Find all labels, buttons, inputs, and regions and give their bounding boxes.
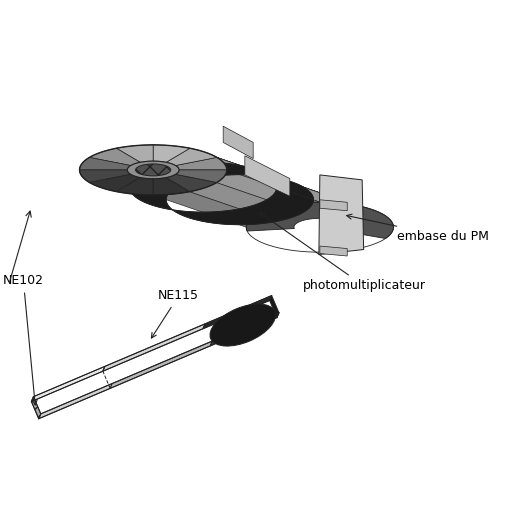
Text: embase du PM: embase du PM bbox=[346, 214, 489, 243]
Polygon shape bbox=[217, 157, 393, 227]
Polygon shape bbox=[80, 157, 131, 170]
Polygon shape bbox=[130, 162, 313, 225]
Polygon shape bbox=[117, 145, 320, 206]
Polygon shape bbox=[89, 174, 140, 192]
Polygon shape bbox=[153, 177, 190, 195]
Polygon shape bbox=[190, 148, 384, 215]
Polygon shape bbox=[110, 341, 212, 389]
Polygon shape bbox=[270, 296, 279, 318]
Polygon shape bbox=[320, 246, 347, 256]
Polygon shape bbox=[80, 157, 256, 227]
Polygon shape bbox=[223, 126, 253, 159]
Polygon shape bbox=[31, 397, 41, 419]
Ellipse shape bbox=[127, 161, 179, 179]
Polygon shape bbox=[31, 366, 105, 401]
Polygon shape bbox=[39, 383, 112, 419]
Polygon shape bbox=[176, 157, 227, 170]
Text: NE115: NE115 bbox=[151, 289, 199, 338]
Ellipse shape bbox=[135, 164, 171, 176]
Polygon shape bbox=[245, 156, 290, 196]
Polygon shape bbox=[117, 145, 153, 162]
Polygon shape bbox=[246, 202, 393, 238]
Polygon shape bbox=[117, 177, 153, 195]
Polygon shape bbox=[166, 148, 217, 166]
Text: photomultiplicateur: photomultiplicateur bbox=[260, 213, 426, 292]
Polygon shape bbox=[320, 200, 347, 211]
Polygon shape bbox=[153, 145, 190, 162]
Polygon shape bbox=[319, 175, 364, 254]
Polygon shape bbox=[153, 145, 357, 206]
Polygon shape bbox=[80, 170, 131, 182]
Polygon shape bbox=[89, 148, 140, 166]
Polygon shape bbox=[203, 296, 272, 329]
Polygon shape bbox=[210, 313, 279, 346]
Polygon shape bbox=[176, 170, 227, 182]
Polygon shape bbox=[166, 174, 217, 192]
Polygon shape bbox=[103, 324, 205, 371]
Ellipse shape bbox=[210, 304, 275, 346]
Text: NE102: NE102 bbox=[3, 274, 44, 405]
Polygon shape bbox=[89, 148, 283, 215]
